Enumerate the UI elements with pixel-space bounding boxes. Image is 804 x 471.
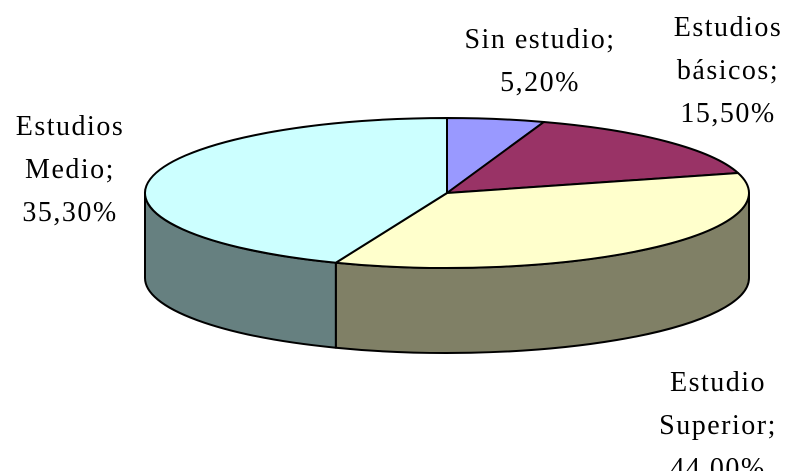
label-category: Estudios básicos — [673, 12, 783, 86]
label-separator: ; — [767, 410, 777, 441]
data-label: Estudios Medio; 35,30% — [0, 105, 145, 234]
slice — [446, 120, 740, 194]
label-value: 5,20% — [500, 67, 580, 98]
slice — [334, 171, 750, 269]
label-category: Estudios Medio — [15, 111, 125, 185]
slice — [144, 117, 448, 264]
label-separator: ; — [606, 24, 616, 55]
label-value: 44,00% — [670, 453, 766, 471]
label-value: 35,30% — [22, 197, 118, 228]
data-label: Sin estudio; 5,20% — [435, 18, 645, 104]
label-separator: ; — [105, 154, 115, 185]
data-label: Estudios básicos; 15,50% — [653, 6, 803, 135]
label-category: Sin estudio — [464, 24, 607, 55]
label-value: 15,50% — [680, 98, 776, 129]
label-separator: ; — [769, 55, 780, 86]
data-label: Estudio Superior; 44,00% — [643, 361, 793, 471]
label-category: Estudio Superior — [659, 367, 768, 441]
